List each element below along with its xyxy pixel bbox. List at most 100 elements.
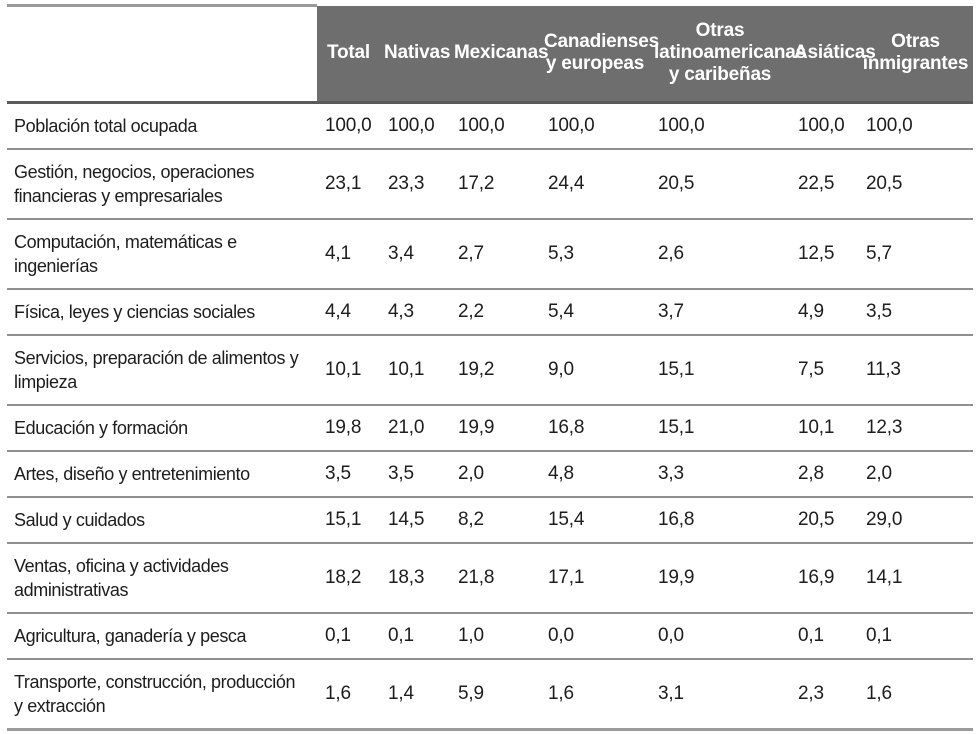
column-header: Asiáticas — [790, 5, 876, 103]
value-cell: 0,0 — [548, 625, 574, 646]
row-label: Población total ocupada — [14, 116, 197, 136]
column-header: Nativas — [380, 5, 450, 103]
value-cell: 9,0 — [548, 359, 574, 380]
value-cell: 15,4 — [548, 509, 585, 530]
value-cell: 1,6 — [325, 683, 351, 704]
value-cell: 1,4 — [388, 683, 414, 704]
column-header: Otras latinoamericanas y caribeñas — [650, 5, 806, 103]
occupations-by-origin-table: Total Nativas Mexicanas Canadienses y europ… — [7, 4, 973, 731]
table-row: Transporte, construcción, producción y e… — [7, 659, 973, 730]
value-cell: 20,5 — [658, 173, 695, 194]
row-label: Agricultura, ganadería y pesca — [14, 626, 247, 646]
table-row: Física, leyes y ciencias sociales 4,4 4,3 2… — [7, 289, 973, 335]
row-label: Gestión, negocios, operaciones financier… — [14, 162, 255, 206]
table-body: Población total ocupada 100,0 100,0 100,0 10… — [7, 102, 973, 730]
value-cell: 29,0 — [866, 509, 903, 530]
value-cell: 15,1 — [658, 359, 695, 380]
row-label: Servicios, preparación de alimentos y li… — [14, 348, 299, 392]
value-cell: 16,9 — [798, 567, 835, 588]
value-cell: 14,5 — [388, 509, 425, 530]
value-cell: 19,2 — [458, 359, 495, 380]
value-cell: 1,6 — [866, 683, 892, 704]
value-cell: 17,2 — [458, 173, 495, 194]
table-row: Gestión, negocios, operaciones financier… — [7, 149, 973, 219]
value-cell: 23,3 — [388, 173, 425, 194]
row-label: Ventas, oficina y actividades administra… — [14, 556, 229, 600]
value-cell: 10,1 — [325, 359, 362, 380]
value-cell: 18,3 — [388, 567, 425, 588]
table-row: Población total ocupada 100,0 100,0 100,0 10… — [7, 102, 973, 150]
value-cell: 20,5 — [866, 173, 903, 194]
value-cell: 7,5 — [798, 359, 824, 380]
value-cell: 2,6 — [658, 243, 684, 264]
value-cell: 3,3 — [658, 463, 684, 484]
value-cell: 100,0 — [866, 115, 913, 136]
value-cell: 3,5 — [325, 463, 351, 484]
value-cell: 21,0 — [388, 417, 425, 438]
value-cell: 0,1 — [798, 625, 824, 646]
value-cell: 100,0 — [388, 115, 435, 136]
value-cell: 100,0 — [458, 115, 505, 136]
value-cell: 2,8 — [798, 463, 824, 484]
value-cell: 100,0 — [325, 115, 372, 136]
value-cell: 16,8 — [548, 417, 585, 438]
value-cell: 5,4 — [548, 301, 574, 322]
value-cell: 19,9 — [658, 567, 695, 588]
column-header: Total — [317, 5, 380, 103]
header-row: Total Nativas Mexicanas Canadienses y europ… — [7, 4, 973, 103]
value-cell: 1,6 — [548, 683, 574, 704]
value-cell: 2,0 — [458, 463, 484, 484]
value-cell: 0,1 — [325, 625, 351, 646]
value-cell: 3,5 — [866, 301, 892, 322]
value-cell: 5,9 — [458, 683, 484, 704]
column-header: Otras inmigrantes — [858, 5, 973, 103]
row-label: Física, leyes y ciencias sociales — [14, 302, 255, 322]
value-cell: 17,1 — [548, 567, 585, 588]
value-cell: 0,1 — [388, 625, 414, 646]
value-cell: 20,5 — [798, 509, 835, 530]
value-cell: 12,5 — [798, 243, 835, 264]
value-cell: 100,0 — [658, 115, 705, 136]
table-row: Artes, diseño y entretenimiento 3,5 3,5 2,0… — [7, 451, 973, 497]
table-row: Agricultura, ganadería y pesca 0,1 0,1 1,0 0… — [7, 613, 973, 659]
value-cell: 5,7 — [866, 243, 892, 264]
column-header: Mexicanas — [450, 5, 549, 103]
value-cell: 4,9 — [798, 301, 824, 322]
value-cell: 100,0 — [548, 115, 595, 136]
value-cell: 19,8 — [325, 417, 362, 438]
value-cell: 2,0 — [866, 463, 892, 484]
value-cell: 24,4 — [548, 173, 585, 194]
value-cell: 15,1 — [658, 417, 695, 438]
value-cell: 0,0 — [658, 625, 684, 646]
table-row: Educación y formación 19,8 21,0 19,9 16,8 15,… — [7, 405, 973, 451]
row-label: Artes, diseño y entretenimiento — [14, 464, 250, 484]
value-cell: 12,3 — [866, 417, 903, 438]
value-cell: 3,5 — [388, 463, 414, 484]
value-cell: 18,2 — [325, 567, 362, 588]
value-cell: 5,3 — [548, 243, 574, 264]
value-cell: 1,0 — [458, 625, 484, 646]
value-cell: 14,1 — [866, 567, 903, 588]
value-cell: 3,1 — [658, 683, 684, 704]
table-row: Computación, matemáticas e ingenierías 4,… — [7, 219, 973, 289]
value-cell: 4,1 — [325, 243, 351, 264]
value-cell: 0,1 — [866, 625, 892, 646]
value-cell: 4,4 — [325, 301, 351, 322]
table-row: Servicios, preparación de alimentos y li… — [7, 335, 973, 405]
column-header: Canadienses y europeas — [540, 5, 659, 103]
value-cell: 3,4 — [388, 243, 414, 264]
table-row: Salud y cuidados 15,1 14,5 8,2 15,4 16,8 20,5 2… — [7, 497, 973, 543]
value-cell: 10,1 — [798, 417, 835, 438]
value-cell: 4,3 — [388, 301, 414, 322]
value-cell: 100,0 — [798, 115, 845, 136]
value-cell: 11,3 — [866, 359, 901, 380]
value-cell: 2,2 — [458, 301, 484, 322]
value-cell: 2,3 — [798, 683, 824, 704]
value-cell: 4,8 — [548, 463, 574, 484]
row-label: Educación y formación — [14, 418, 188, 438]
row-label: Transporte, construcción, producción y e… — [14, 672, 296, 716]
value-cell: 19,9 — [458, 417, 495, 438]
value-cell: 8,2 — [458, 509, 484, 530]
stub-header-cell — [7, 4, 317, 103]
